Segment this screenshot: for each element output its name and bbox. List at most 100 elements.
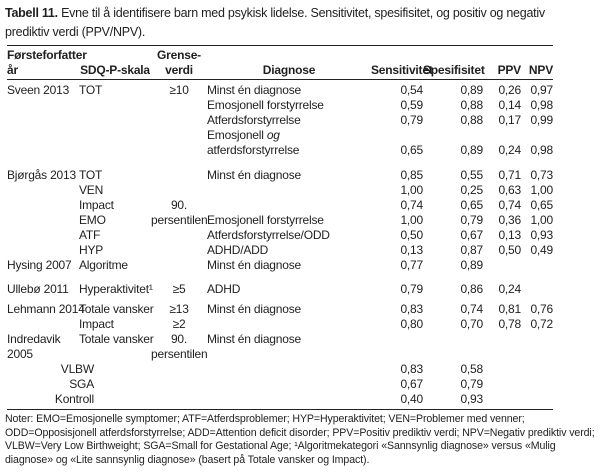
- cell-spesifisitet: [423, 347, 483, 362]
- cell-grenseverdi: [151, 128, 207, 143]
- header-empty: [207, 45, 371, 63]
- cell-grenseverdi: [151, 183, 207, 198]
- cell-grenseverdi: persentilen: [151, 213, 208, 227]
- cell-skala: Impact: [79, 198, 114, 212]
- header-row-2: år SDQ-P-skala verdi Diagnose Sensitivit…: [7, 63, 553, 80]
- cell-author: [7, 113, 79, 128]
- cell-author: [7, 243, 79, 258]
- cell-author: Hysing 2007: [7, 258, 72, 272]
- caption-line-2: prediktiv verdi (PPV/NPV).: [5, 23, 599, 42]
- cell-npv: [521, 128, 553, 143]
- cell-sensitivitet: 0,65: [400, 143, 423, 157]
- cell-spesifisitet: 0,70: [460, 317, 483, 331]
- cell-ppv: [483, 347, 521, 362]
- cell-npv: [521, 258, 553, 273]
- cell-ppv: [483, 128, 521, 143]
- cell-spesifisitet: 0,79: [460, 377, 483, 391]
- cell-author: Lehmann 2014: [7, 302, 85, 316]
- cell-skala: EMO: [79, 213, 106, 227]
- cell-spesifisitet: 0,65: [460, 198, 483, 212]
- cell-npv: [521, 362, 553, 377]
- table-row: Hysing 2007 Algoritme Minst én diagnose 0,7…: [7, 258, 553, 273]
- cell-skala: [79, 143, 151, 158]
- cell-grenseverdi: [151, 243, 207, 258]
- cell-spesifisitet: 0,25: [460, 183, 483, 197]
- cell-skala: VEN: [79, 183, 104, 197]
- cell-npv: 1,00: [530, 183, 553, 197]
- cell-npv: 0,73: [530, 168, 553, 182]
- cell-author: [7, 98, 79, 113]
- table-row: 2005 persentilen: [7, 347, 553, 362]
- cell-grenseverdi: [151, 362, 207, 377]
- cell-author: Indredavik: [7, 332, 61, 346]
- cell-sensitivitet: [371, 332, 423, 347]
- cell-diagnose: Emosjonell forstyrrelse: [207, 213, 324, 227]
- cell-subgroup: VLBW: [60, 362, 94, 376]
- table-row: Indredavik Totale vansker 90. Minst én diag…: [7, 332, 553, 347]
- cell-sensitivitet: 0,83: [400, 362, 423, 376]
- cell-npv: 0,93: [530, 228, 553, 242]
- cell-author: [7, 213, 79, 228]
- cell-spesifisitet: 0,87: [460, 243, 483, 257]
- table-caption: Tabell 11. Evne til å identifisere barn …: [5, 4, 599, 42]
- table-row: EMO persentilen Emosjonell forstyrrelse 1,0…: [7, 213, 553, 228]
- cell-spesifisitet: [423, 128, 483, 143]
- cell-sensitivitet: 0,59: [400, 98, 423, 112]
- cell-skala: TOT: [79, 168, 103, 182]
- cell-spesifisitet: 0,88: [460, 113, 483, 127]
- cell-author: 2005: [7, 347, 33, 361]
- cell-ppv: 0,26: [498, 83, 521, 97]
- cell-grenseverdi: ≥10: [169, 83, 189, 97]
- table-row: Emosjonell og: [7, 128, 553, 143]
- col-header-npv: NPV: [521, 63, 553, 80]
- cell-sensitivitet: [371, 128, 423, 143]
- cell-skala: [79, 128, 151, 143]
- cell-ppv: 0,71: [498, 168, 521, 182]
- cell-npv: 0,99: [530, 113, 553, 127]
- table-row: Bjørgås 2013 TOT Minst én diagnose 0,85 0,55…: [7, 168, 553, 183]
- cell-sensitivitet: 0,74: [400, 198, 423, 212]
- cell-grenseverdi: [151, 143, 207, 158]
- cell-spesifisitet: 0,67: [460, 228, 483, 242]
- cell-diagnose: ADHD/ADD: [207, 243, 269, 257]
- cell-author: Bjørgås 2013: [7, 168, 76, 182]
- cell-author: [7, 128, 79, 143]
- cell-ppv: 0,63: [498, 183, 521, 197]
- table-row: [7, 158, 553, 168]
- cell-diagnose: [207, 347, 371, 362]
- cell-sensitivitet: 0,13: [400, 243, 423, 257]
- header-empty: [79, 45, 151, 63]
- table-row: [7, 273, 553, 282]
- cell-sensitivitet: 0,83: [400, 302, 423, 316]
- cell-diagnose: [207, 362, 371, 377]
- col-header-diagnose: Diagnose: [207, 63, 371, 80]
- header-empty: [371, 45, 423, 63]
- table-row: Ullebø 2011 Hyperaktivitet¹ ≥5 ADHD 0,79 0,86…: [7, 282, 553, 297]
- cell-diagnose: [207, 183, 371, 198]
- spacer-cell: [7, 273, 553, 282]
- cell-spesifisitet: 0,79: [460, 213, 483, 227]
- cell-skala: [79, 347, 151, 362]
- cell-skala: TOT: [79, 83, 103, 97]
- cell-skala: Algoritme: [79, 258, 128, 272]
- cell-spesifisitet: 0,89: [460, 143, 483, 157]
- table-row: atferdsforstyrrelse 0,65 0,89 0,24 0,98: [7, 143, 553, 158]
- cell-ppv: [483, 392, 521, 410]
- cell-npv: 1,00: [530, 213, 553, 227]
- cell-ppv: 0,24: [498, 282, 521, 296]
- cell-diagnose: Minst én diagnose: [207, 258, 301, 272]
- cell-npv: [521, 392, 553, 410]
- header-empty: [483, 45, 521, 63]
- cell-skala: [79, 98, 151, 113]
- table-row: Kontroll 0,40 0,93: [7, 392, 553, 410]
- cell-ppv: [483, 377, 521, 392]
- cell-diagnose: [207, 198, 371, 213]
- cell-ppv: 0,78: [498, 317, 521, 331]
- header-empty: [423, 45, 483, 63]
- cell-diagnose: Minst én diagnose: [207, 302, 301, 316]
- cell-npv: 0,76: [530, 302, 553, 316]
- cell-ppv: 0,17: [498, 113, 521, 127]
- table-row: ATF Atferdsforstyrrelse/ODD 0,50 0,67 0,13 0,…: [7, 228, 553, 243]
- cell-diagnose: ADHD: [207, 282, 241, 296]
- cell-sensitivitet: 0,77: [400, 258, 423, 272]
